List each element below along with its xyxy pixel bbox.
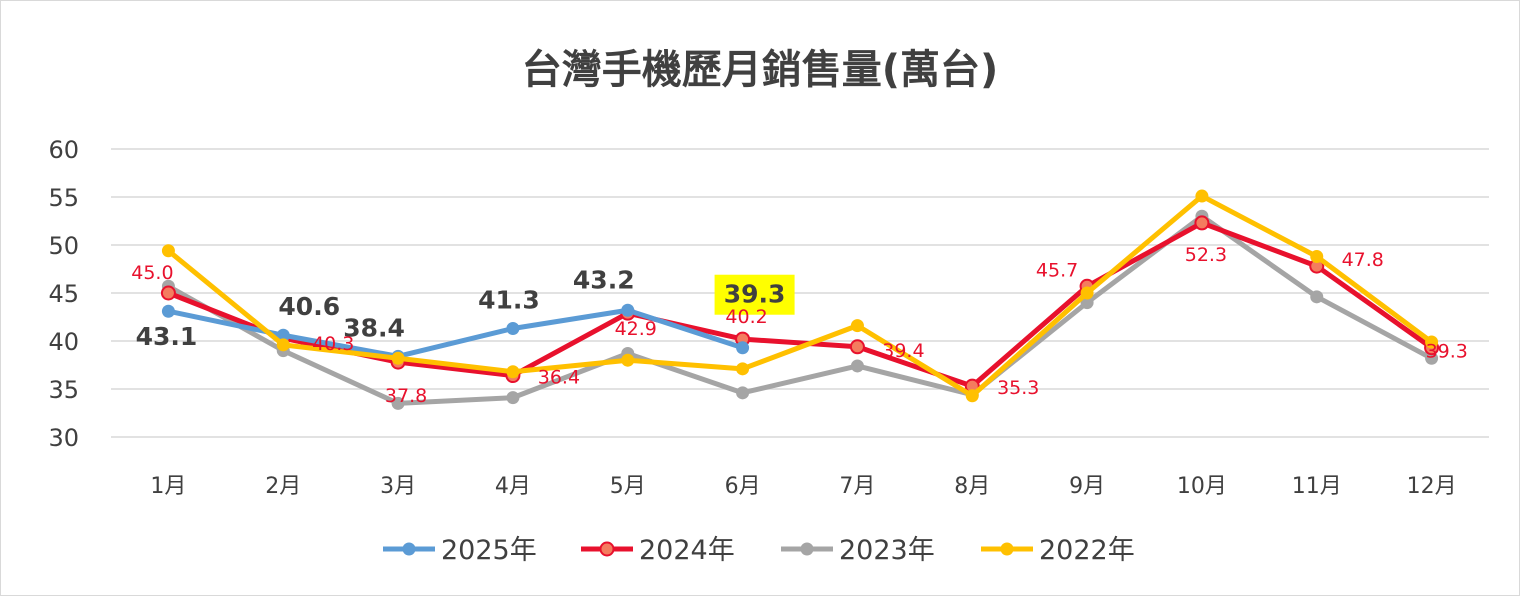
y-tick-label: 40 bbox=[48, 328, 79, 356]
y-axis-tick-labels: 30 35 40 45 50 55 60 bbox=[48, 136, 79, 452]
data-label-2024: 37.8 bbox=[385, 385, 427, 407]
x-tick-label: 10月 bbox=[1177, 474, 1227, 499]
legend-label: 2023年 bbox=[839, 535, 935, 566]
data-label-2025: 38.4 bbox=[343, 313, 405, 342]
y-tick-label: 55 bbox=[48, 184, 79, 212]
x-tick-label: 2月 bbox=[265, 474, 301, 499]
data-label-2024: 47.8 bbox=[1342, 249, 1384, 271]
data-label-2024: 35.3 bbox=[997, 377, 1039, 399]
data-point bbox=[161, 244, 175, 258]
highlight-box bbox=[714, 274, 795, 315]
data-point bbox=[1195, 189, 1209, 203]
data-point bbox=[736, 362, 750, 376]
data-point bbox=[621, 303, 635, 317]
data-point bbox=[506, 391, 520, 405]
legend-label: 2024年 bbox=[639, 535, 735, 566]
x-tick-label: 3月 bbox=[380, 474, 416, 499]
chart-title: 台灣手機歷月銷售量(萬台) bbox=[522, 47, 999, 93]
data-label-2024: 39.3 bbox=[1426, 341, 1468, 363]
series-2022年 bbox=[161, 189, 1439, 403]
x-tick-label: 9月 bbox=[1069, 474, 1105, 499]
data-label-2025: 40.6 bbox=[278, 292, 340, 321]
data-point bbox=[1310, 290, 1324, 304]
legend-item: 2024年 bbox=[581, 535, 735, 566]
y-tick-label: 30 bbox=[48, 424, 79, 452]
data-point bbox=[736, 341, 750, 355]
data-label-2024: 52.3 bbox=[1185, 244, 1227, 266]
data-point bbox=[621, 353, 635, 367]
legend-label: 2025年 bbox=[441, 535, 537, 566]
y-tick-label: 50 bbox=[48, 232, 79, 260]
data-label-2024: 40.3 bbox=[312, 333, 354, 355]
data-point bbox=[161, 304, 175, 318]
data-label-2024: 42.9 bbox=[615, 318, 657, 340]
data-labels: 43.1 40.638.4 41.3 43.2 39.3 45.0 40.3 37.8 36.4… bbox=[131, 244, 1468, 407]
legend-label: 2022年 bbox=[1039, 535, 1135, 566]
x-tick-label: 6月 bbox=[725, 474, 761, 499]
x-tick-label: 11月 bbox=[1292, 474, 1342, 499]
legend-marker bbox=[1000, 542, 1014, 556]
data-point bbox=[965, 389, 979, 403]
y-tick-label: 60 bbox=[48, 136, 79, 164]
data-point bbox=[1194, 215, 1210, 231]
data-label-2024: 36.4 bbox=[538, 367, 580, 389]
data-label-2025: 43.2 bbox=[573, 265, 635, 294]
x-tick-label: 7月 bbox=[839, 474, 875, 499]
x-axis-tick-labels: 1月 2月 3月 4月 5月 6月 7月 8月 9月 10月 11月 12月 bbox=[150, 474, 1456, 499]
legend-item: 2022年 bbox=[981, 535, 1135, 566]
legend-item: 2023年 bbox=[781, 535, 935, 566]
legend-marker bbox=[599, 541, 615, 557]
data-label-2024: 40.2 bbox=[725, 306, 767, 328]
x-tick-label: 8月 bbox=[954, 474, 990, 499]
series-2024年 bbox=[160, 215, 1440, 394]
x-tick-label: 1月 bbox=[150, 474, 186, 499]
y-tick-label: 35 bbox=[48, 376, 79, 404]
data-point bbox=[849, 339, 865, 355]
legend-item: 2025年 bbox=[383, 535, 537, 566]
data-point bbox=[506, 365, 520, 379]
data-label-2025: 43.1 bbox=[136, 322, 198, 351]
x-tick-label: 5月 bbox=[610, 474, 646, 499]
data-point bbox=[276, 338, 290, 352]
data-point bbox=[1080, 286, 1094, 300]
data-point bbox=[160, 285, 176, 301]
y-tick-label: 45 bbox=[48, 280, 79, 308]
data-label-2025: 41.3 bbox=[478, 286, 540, 315]
data-point bbox=[391, 396, 405, 410]
data-point bbox=[1080, 296, 1094, 310]
x-tick-label: 4月 bbox=[495, 474, 531, 499]
data-point bbox=[1425, 335, 1439, 349]
data-point bbox=[276, 328, 290, 342]
legend-marker bbox=[402, 542, 416, 556]
series-line bbox=[165, 193, 1435, 399]
x-tick-label: 12月 bbox=[1407, 474, 1457, 499]
data-label-2024: 39.4 bbox=[882, 340, 924, 362]
data-point bbox=[850, 319, 864, 333]
legend-marker bbox=[800, 542, 814, 556]
series-lines bbox=[160, 189, 1440, 410]
data-label-2024: 45.0 bbox=[131, 262, 173, 284]
data-point bbox=[850, 359, 864, 373]
legend: 2025年 2024年 2023年 2022年 bbox=[383, 535, 1135, 566]
data-point bbox=[736, 386, 750, 400]
data-label-2025: 39.3 bbox=[724, 280, 786, 309]
data-point bbox=[391, 351, 405, 365]
data-point bbox=[1310, 250, 1324, 264]
data-point bbox=[506, 322, 520, 336]
data-label-2024: 45.7 bbox=[1036, 259, 1078, 281]
data-point bbox=[1425, 351, 1439, 365]
